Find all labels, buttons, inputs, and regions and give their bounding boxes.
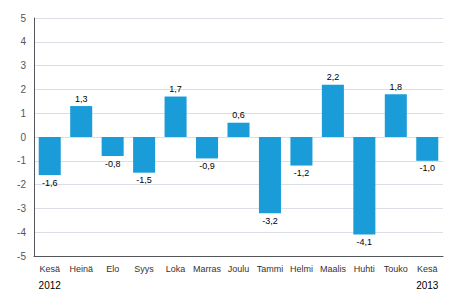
svg-text:-1,6: -1,6 [42, 178, 58, 188]
svg-text:Kesä: Kesä [39, 264, 60, 274]
svg-text:1,8: 1,8 [390, 82, 403, 92]
svg-text:1: 1 [20, 108, 26, 119]
svg-text:Heinä: Heinä [69, 264, 93, 274]
svg-text:Helmi: Helmi [290, 264, 313, 274]
svg-text:-0,9: -0,9 [199, 161, 215, 171]
svg-text:Huhti: Huhti [354, 264, 375, 274]
svg-text:-4: -4 [17, 227, 26, 238]
svg-text:Joulu: Joulu [228, 264, 250, 274]
svg-text:0: 0 [20, 132, 26, 143]
svg-text:-3: -3 [17, 203, 26, 214]
svg-text:2012: 2012 [39, 280, 62, 291]
svg-text:1,3: 1,3 [75, 94, 88, 104]
svg-text:4: 4 [20, 36, 26, 47]
svg-text:-1,0: -1,0 [420, 163, 436, 173]
svg-text:0,6: 0,6 [232, 110, 245, 120]
svg-text:Syys: Syys [134, 264, 154, 274]
svg-text:Touko: Touko [384, 264, 408, 274]
svg-text:Tammi: Tammi [257, 264, 284, 274]
svg-text:-1: -1 [17, 155, 26, 166]
svg-text:Kesä: Kesä [417, 264, 438, 274]
svg-text:-4,1: -4,1 [357, 237, 373, 247]
svg-text:3: 3 [20, 60, 26, 71]
svg-text:Marras: Marras [193, 264, 222, 274]
svg-text:-2: -2 [17, 179, 26, 190]
svg-text:-3,2: -3,2 [262, 216, 278, 226]
svg-text:Maalis: Maalis [320, 264, 347, 274]
svg-text:-0,8: -0,8 [105, 159, 121, 169]
svg-text:Elo: Elo [106, 264, 119, 274]
svg-text:-1,2: -1,2 [294, 168, 310, 178]
svg-text:2013: 2013 [416, 280, 439, 291]
svg-text:-5: -5 [17, 251, 26, 262]
svg-text:1,7: 1,7 [169, 84, 182, 94]
svg-text:-1,5: -1,5 [136, 175, 152, 185]
svg-text:2: 2 [20, 84, 26, 95]
svg-text:5: 5 [20, 13, 26, 24]
svg-text:2,2: 2,2 [327, 72, 340, 82]
svg-text:Loka: Loka [166, 264, 186, 274]
